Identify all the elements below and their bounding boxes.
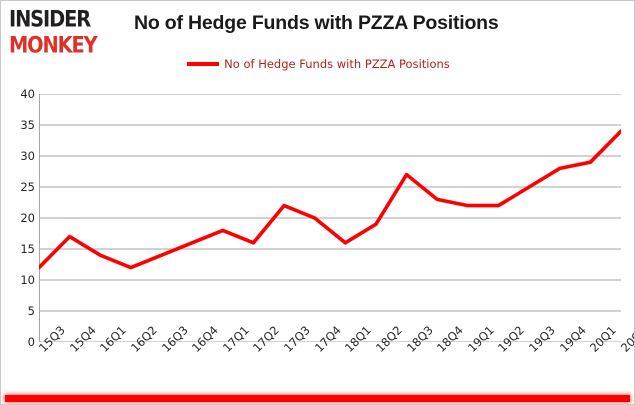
y-axis-label: 30 — [20, 149, 35, 163]
legend-label: No of Hedge Funds with PZZA Positions — [224, 57, 450, 71]
logo-text-monkey: MONKEY — [9, 32, 98, 59]
y-axis-label: 25 — [20, 180, 35, 194]
axis-lines — [39, 94, 40, 342]
chart-legend: No of Hedge Funds with PZZA Positions — [1, 57, 634, 71]
y-axis-label: 5 — [27, 304, 35, 318]
line-chart-svg — [39, 94, 621, 342]
legend-color-swatch — [187, 62, 220, 66]
y-axis-label: 20 — [20, 211, 35, 225]
bottom-accent-bar — [5, 395, 630, 402]
chart-title: No of Hedge Funds with PZZA Positions — [134, 12, 499, 34]
y-axis-label: 40 — [20, 87, 35, 101]
y-axis-tick-labels: 0 5 10 15 20 25 30 35 40 — [1, 81, 35, 349]
insider-monkey-logo: INSIDER MONKEY — [9, 6, 129, 56]
y-axis-label: 0 — [27, 335, 35, 349]
logo-text-insider: INSIDER — [9, 6, 91, 33]
plot-area-wrapper: 0 5 10 15 20 25 30 35 40 15Q3 15Q4 16Q1 16Q2 16Q3 16Q… — [1, 81, 634, 381]
gridlines — [39, 94, 621, 342]
plot-canvas — [39, 94, 621, 342]
chart-header: INSIDER MONKEY No of Hedge Funds with PZ… — [1, 1, 634, 56]
y-axis-label: 10 — [20, 273, 35, 287]
y-axis-label: 15 — [20, 242, 35, 256]
data-series-line — [39, 129, 621, 270]
y-axis-label: 35 — [20, 118, 35, 132]
